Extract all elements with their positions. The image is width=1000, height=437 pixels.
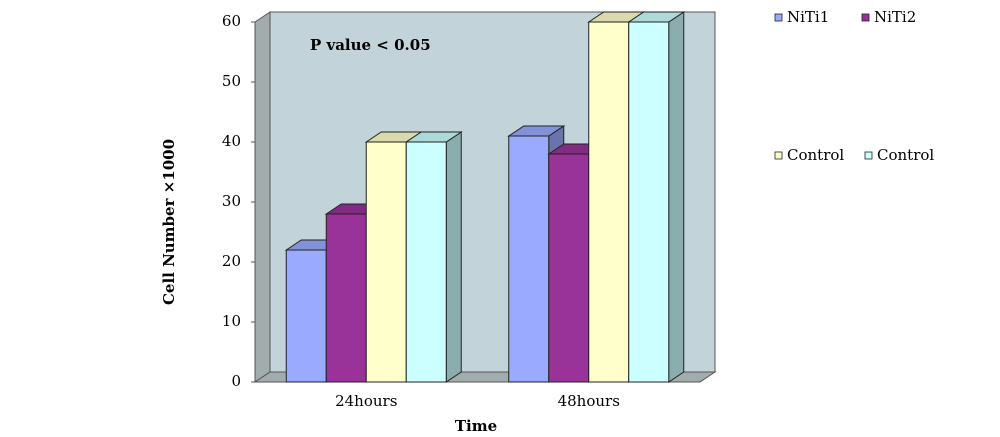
bar-front: [548, 153, 590, 383]
y-tick-label: 20: [222, 252, 241, 270]
bar-front: [325, 213, 367, 383]
legend-label: NiTi2: [874, 8, 916, 26]
y-axis-label: Cell Number ×1000: [160, 139, 178, 305]
bar-side: [445, 131, 462, 383]
bar-front: [285, 249, 327, 383]
legend-swatch: [774, 13, 783, 22]
legend-label: Control: [877, 146, 934, 164]
y-tick-label: 0: [231, 372, 241, 390]
annotation: P value < 0.05: [310, 36, 431, 54]
legend-swatch: [861, 13, 870, 22]
legend-label: Control: [787, 146, 844, 164]
legend-swatch: [864, 151, 873, 160]
bar: [404, 131, 463, 383]
y-tick-label: 10: [222, 312, 241, 330]
legend-label: NiTi1: [787, 8, 829, 26]
bar-front: [588, 21, 630, 383]
bar-front: [405, 141, 447, 383]
x-tick-label: 24hours: [335, 392, 397, 410]
bar-front: [628, 21, 670, 383]
y-tick-label: 30: [222, 192, 241, 210]
x-tick-label: 48hours: [558, 392, 620, 410]
y-tick-label: 50: [222, 72, 241, 90]
bar: [627, 11, 686, 383]
side-wall: [254, 11, 271, 383]
x-axis-label: Time: [455, 417, 497, 435]
bar-side: [668, 11, 685, 383]
y-tick-label: 60: [222, 12, 241, 30]
legend-swatch: [774, 151, 783, 160]
bar-front: [365, 141, 407, 383]
bar-front: [508, 135, 550, 383]
y-tick-label: 40: [222, 132, 241, 150]
